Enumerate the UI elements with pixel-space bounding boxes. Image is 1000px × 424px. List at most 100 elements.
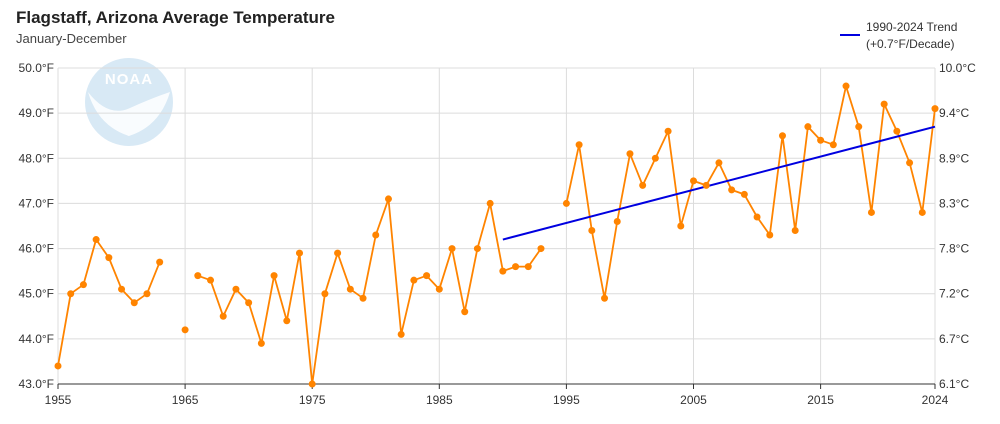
temperature-point [524, 263, 532, 271]
x-tick-label: 2024 [922, 393, 949, 407]
temperature-point [766, 231, 774, 239]
x-tick-label: 1985 [426, 393, 453, 407]
legend: 1990-2024 Trend (+0.7°F/Decade) [840, 19, 957, 53]
y-tick-label-left: 46.0°F [19, 242, 54, 256]
noaa-logo: NOAA [85, 58, 173, 146]
noaa-logo-circle [85, 58, 173, 146]
temperature-point [435, 285, 443, 293]
x-tick-label: 1955 [45, 393, 72, 407]
temperature-point [715, 159, 723, 167]
temperature-point [931, 105, 939, 113]
temperature-point [728, 186, 736, 194]
temperature-point [639, 181, 647, 189]
temperature-point [257, 339, 265, 347]
temperature-point [295, 249, 303, 257]
temperature-point [423, 272, 431, 280]
temperature-point [512, 263, 520, 271]
y-tick-label-right: 7.8°C [939, 242, 969, 256]
y-tick-label-left: 43.0°F [19, 377, 54, 391]
data-markers [54, 82, 939, 388]
temperature-point [245, 299, 253, 307]
temperature-point [448, 245, 456, 253]
y-tick-label-right: 6.7°C [939, 332, 969, 346]
temperature-point [308, 380, 316, 388]
temperature-point [410, 276, 418, 284]
temperature-point [359, 294, 367, 302]
temperature-point [181, 326, 189, 334]
temperature-point [143, 290, 151, 298]
temperature-point [829, 141, 837, 149]
noaa-logo-bird-icon [88, 92, 170, 136]
axes: 43.0°F 6.1°C 44.0°F 6.7°C 45.0°F 7.2°C 46.0°F 7… [19, 61, 977, 407]
y-tick-label-right: 8.9°C [939, 151, 969, 165]
temperature-point [537, 245, 545, 253]
temperature-point [92, 236, 100, 244]
temperature-point [740, 190, 748, 198]
chart-subtitle: January-December [16, 31, 127, 46]
x-tick-label: 2005 [680, 393, 707, 407]
temperature-line-segment [565, 85, 936, 300]
noaa-logo-text: NOAA [105, 71, 153, 88]
temperature-point [791, 227, 799, 235]
temperature-point [778, 132, 786, 140]
temperature-point [461, 308, 469, 316]
temperature-point [626, 150, 634, 158]
temperature-point [855, 123, 863, 131]
temperature-point [194, 272, 202, 280]
temperature-line-segment [197, 198, 542, 385]
temperature-point [906, 159, 914, 167]
temperature-point [601, 294, 609, 302]
temperature-point [54, 362, 62, 370]
temperature-point [397, 330, 405, 338]
temperature-point [499, 267, 507, 275]
legend-label-line2: (+0.7°F/Decade) [866, 37, 955, 51]
temperature-point [118, 285, 126, 293]
temperature-point [346, 285, 354, 293]
temperature-point [232, 285, 240, 293]
temperature-point [562, 199, 570, 207]
legend-label-line1: 1990-2024 Trend [866, 20, 958, 34]
y-tick-label-right: 6.1°C [939, 377, 969, 391]
series [57, 85, 936, 385]
temperature-point [575, 141, 583, 149]
temperature-point [867, 208, 875, 216]
temperature-point [880, 100, 888, 108]
temperature-point [690, 177, 698, 185]
chart-title: Flagstaff, Arizona Average Temperature [16, 8, 335, 27]
temperature-point [651, 154, 659, 162]
temperature-point [321, 290, 329, 298]
temperature-point [156, 258, 164, 266]
temperature-point [677, 222, 685, 230]
x-tick-label: 1965 [172, 393, 199, 407]
grid-lines [57, 67, 936, 385]
trend-line [502, 125, 936, 241]
temperature-point [753, 213, 761, 221]
x-tick-label: 1975 [299, 393, 326, 407]
temperature-point [219, 312, 227, 320]
y-tick-label-left: 49.0°F [19, 106, 54, 120]
temperature-point [702, 181, 710, 189]
temperature-point [67, 290, 75, 298]
temperature-point [804, 123, 812, 131]
temperature-point [486, 199, 494, 207]
x-tick-label: 2015 [807, 393, 834, 407]
temperature-point [893, 127, 901, 135]
temperature-point [473, 245, 481, 253]
temperature-point [79, 281, 87, 289]
y-tick-label-right: 7.2°C [939, 287, 969, 301]
temperature-point [918, 208, 926, 216]
temperature-point [588, 227, 596, 235]
y-tick-label-left: 50.0°F [19, 61, 54, 75]
temperature-point [384, 195, 392, 203]
temperature-point [842, 82, 850, 90]
y-tick-label-right: 9.4°C [939, 106, 969, 120]
legend-swatch-trend [840, 34, 860, 36]
y-tick-label-right: 8.3°C [939, 196, 969, 210]
x-tick-label: 1995 [553, 393, 580, 407]
y-tick-label-left: 44.0°F [19, 332, 54, 346]
temperature-point [130, 299, 138, 307]
y-tick-label-left: 47.0°F [19, 196, 54, 210]
temperature-point [817, 136, 825, 144]
